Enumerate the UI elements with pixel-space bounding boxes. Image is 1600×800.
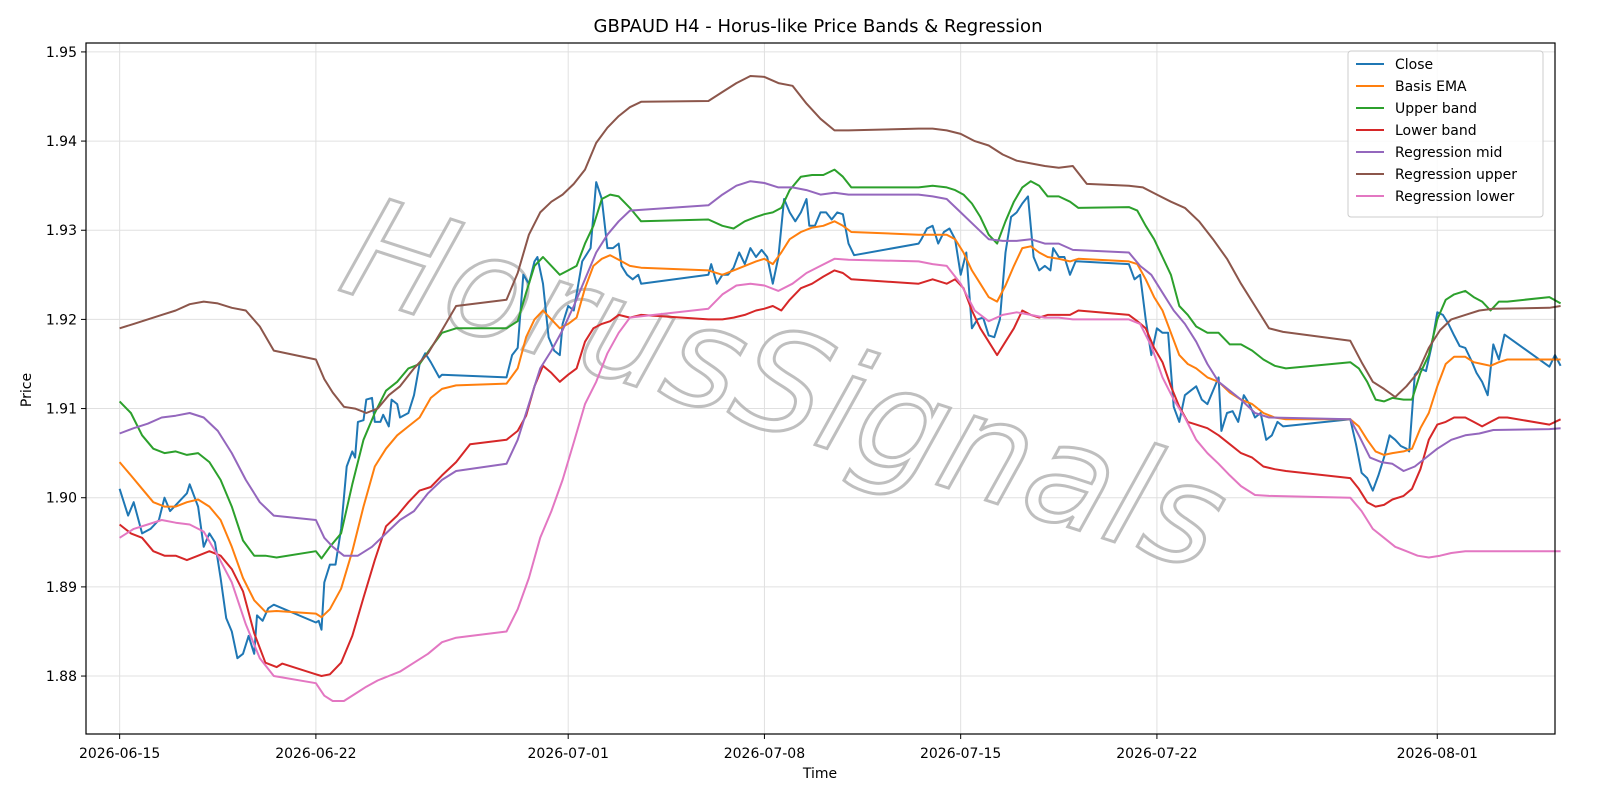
chart-title: GBPAUD H4 - Horus-like Price Bands & Reg… — [594, 16, 1043, 37]
y-tick-label: 1.88 — [46, 669, 77, 685]
x-axis: 2026-06-15 2026-06-22 2026-07-01 2026-07-08… — [79, 734, 1478, 762]
x-axis-label: Time — [802, 766, 837, 782]
series-line-upper-band — [118, 168, 1562, 560]
series-line-regression-lower — [119, 257, 1561, 702]
legend-entry: Basis EMA — [1395, 79, 1467, 95]
legend-entry: Regression lower — [1395, 189, 1515, 205]
legend-entry: Regression upper — [1395, 167, 1517, 183]
series-line-close — [118, 181, 1562, 660]
x-tick-label: 2026-07-01 — [528, 746, 609, 762]
y-tick-label: 1.90 — [46, 491, 77, 507]
y-tick-label: 1.94 — [46, 134, 77, 150]
x-tick-label: 2026-06-22 — [275, 746, 356, 762]
y-tick-label: 1.95 — [46, 45, 77, 61]
series-line-regression-upper — [119, 75, 1561, 414]
legend-entry: Lower band — [1395, 123, 1477, 139]
legend: Close Basis EMA Upper band Lower band Regres… — [1347, 50, 1544, 218]
x-tick-label: 2026-07-08 — [724, 746, 805, 762]
y-tick-label: 1.92 — [46, 312, 77, 328]
plot-frame — [85, 42, 1556, 735]
x-tick-label: 2026-07-15 — [920, 746, 1001, 762]
x-tick-label: 2026-08-01 — [1397, 746, 1478, 762]
x-tick-label: 2026-07-22 — [1116, 746, 1197, 762]
legend-entry: Upper band — [1395, 101, 1477, 117]
series-line-basis-ema — [118, 220, 1561, 619]
y-axis-label: Price — [19, 373, 35, 407]
y-tick-label: 1.89 — [46, 580, 77, 596]
y-tick-label: 1.93 — [46, 223, 77, 239]
y-axis: 1.88 1.89 1.90 1.91 1.92 1.93 1.94 1.95 — [46, 45, 86, 685]
series-lines — [118, 75, 1562, 702]
series-line-regression-mid — [119, 180, 1561, 557]
y-tick-label: 1.91 — [46, 402, 77, 418]
legend-box — [1347, 50, 1544, 218]
legend-entry: Close — [1395, 57, 1433, 73]
legend-entry: Regression mid — [1395, 145, 1502, 161]
series-line-lower-band — [118, 269, 1562, 677]
x-tick-label: 2026-06-15 — [79, 746, 160, 762]
